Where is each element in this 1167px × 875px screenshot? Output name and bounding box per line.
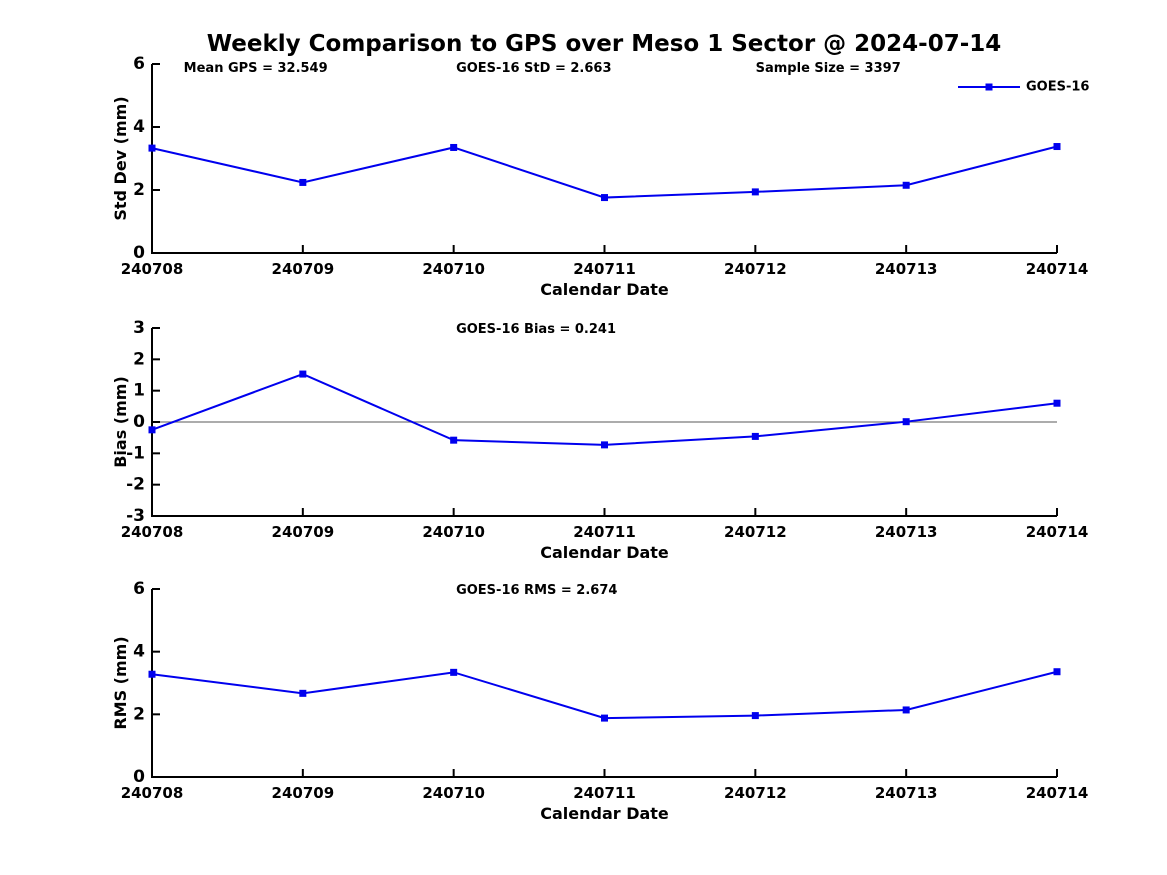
x-tick-label: 240712 [724, 523, 787, 541]
data-marker [751, 188, 759, 196]
x-tick-label: 240709 [272, 784, 335, 802]
x-tick-label: 240708 [121, 260, 184, 278]
data-marker [148, 426, 156, 434]
data-marker [601, 194, 608, 202]
x-tick-label: 240711 [573, 523, 636, 541]
data-marker [148, 670, 156, 678]
y-tick-label: -1 [126, 443, 145, 463]
data-marker [1053, 399, 1061, 407]
axes-spine [151, 64, 1057, 254]
y-tick-label: -2 [126, 475, 145, 495]
y-tick-label: 0 [133, 767, 145, 787]
y-tick-label: -3 [126, 506, 145, 526]
y-tick-label: 0 [133, 412, 145, 432]
x-tick-label: 240710 [422, 260, 485, 278]
data-marker [751, 432, 759, 440]
data-marker [1053, 668, 1061, 676]
data-line [151, 372, 1058, 446]
axes-spine [151, 589, 1057, 778]
data-marker [450, 436, 458, 444]
x-tick-label: 240708 [121, 523, 184, 541]
data-marker [1053, 143, 1061, 151]
x-tick-label: 240712 [724, 260, 787, 278]
x-tick-label: 240714 [1026, 523, 1089, 541]
annotation-text: Mean GPS = 32.549 [184, 61, 328, 76]
data-marker [299, 689, 307, 697]
y-axis-label: Bias (mm) [111, 376, 130, 468]
data-marker [902, 706, 910, 714]
x-tick-label: 240710 [422, 523, 485, 541]
data-marker [299, 178, 307, 186]
annotation-text: GOES-16 StD = 2.663 [456, 61, 611, 76]
y-tick-label: 3 [133, 318, 145, 338]
annotation-text: GOES-16 Bias = 0.241 [456, 322, 616, 337]
y-axis-label: Std Dev (mm) [111, 96, 130, 220]
data-marker [902, 181, 910, 189]
data-marker [450, 143, 458, 151]
x-axis-label: Calendar Date [540, 543, 669, 562]
y-tick-label: 1 [133, 381, 145, 401]
y-tick-label: 2 [133, 704, 145, 724]
data-marker [902, 418, 910, 426]
data-marker [601, 714, 608, 722]
y-tick-label: 4 [133, 117, 145, 137]
y-tick-label: 2 [133, 180, 145, 200]
y-axis-label: RMS (mm) [111, 636, 130, 729]
x-tick-label: 240714 [1026, 784, 1089, 802]
x-tick-label: 240713 [875, 784, 938, 802]
x-axis-label: Calendar Date [540, 280, 669, 299]
y-tick-label: 6 [133, 54, 145, 74]
x-tick-label: 240708 [121, 784, 184, 802]
annotation-text: GOES-16 RMS = 2.674 [456, 583, 617, 598]
legend-label: GOES-16 [1026, 80, 1089, 95]
annotation-text: Sample Size = 3397 [756, 61, 901, 76]
data-marker [601, 441, 608, 449]
x-tick-label: 240711 [573, 260, 636, 278]
data-line [151, 145, 1058, 199]
y-tick-label: 2 [133, 349, 145, 369]
x-tick-label: 240709 [272, 523, 335, 541]
x-tick-label: 240711 [573, 784, 636, 802]
x-tick-label: 240710 [422, 784, 485, 802]
x-tick-label: 240713 [875, 523, 938, 541]
x-tick-label: 240712 [724, 784, 787, 802]
x-tick-label: 240709 [272, 260, 335, 278]
y-tick-label: 6 [133, 579, 145, 599]
figure-title: Weekly Comparison to GPS over Meso 1 Sec… [206, 31, 1002, 57]
data-line [151, 670, 1058, 720]
y-tick-label: 4 [133, 642, 145, 662]
data-marker [299, 370, 307, 378]
data-marker [450, 668, 458, 676]
legend-marker [985, 83, 993, 91]
x-tick-label: 240713 [875, 260, 938, 278]
data-marker [751, 712, 759, 720]
x-axis-label: Calendar Date [540, 804, 669, 823]
data-marker [148, 144, 156, 152]
x-tick-label: 240714 [1026, 260, 1089, 278]
y-tick-label: 0 [133, 243, 145, 263]
